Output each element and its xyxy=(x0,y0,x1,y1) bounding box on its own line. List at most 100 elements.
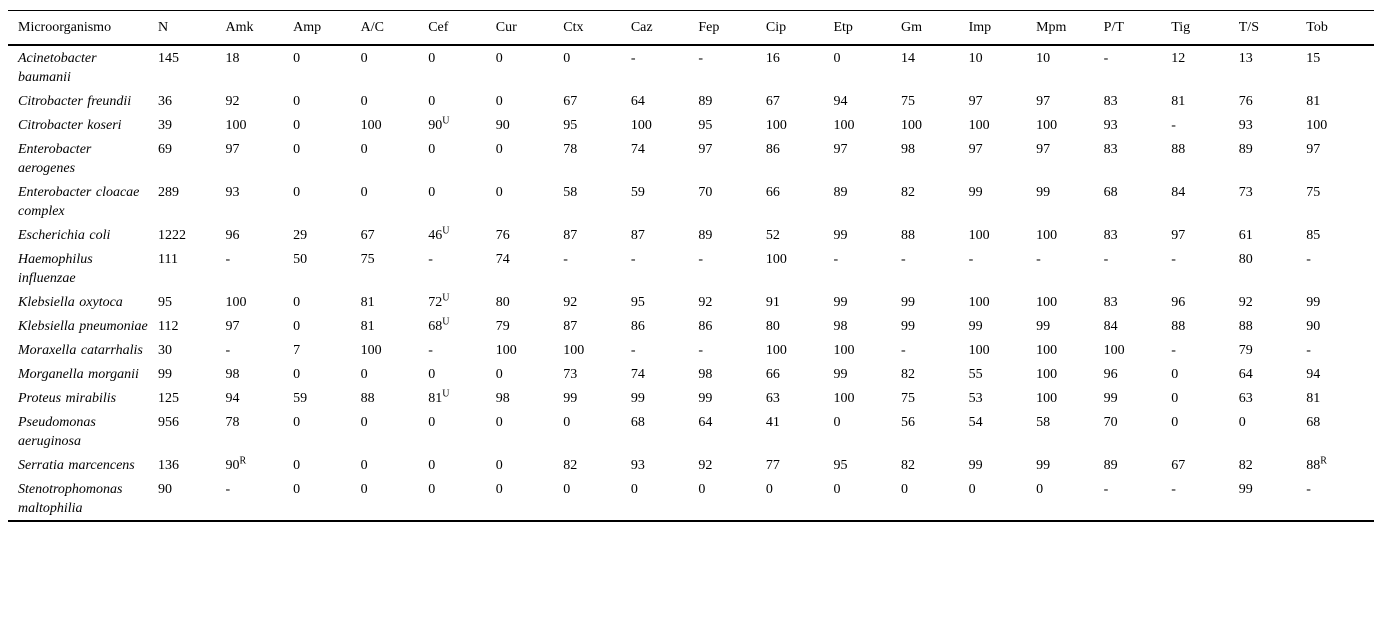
value-cell: - xyxy=(698,252,704,267)
value-cell: 81U xyxy=(428,388,450,406)
value-cell: 67 xyxy=(1171,458,1186,473)
value-cell: 79 xyxy=(495,319,510,334)
value-cell: 75 xyxy=(1306,185,1321,200)
value-cell: 63 xyxy=(1238,391,1253,406)
value-cell: 0 xyxy=(360,482,368,497)
column-header: Fep xyxy=(698,10,766,46)
value-cell: 79 xyxy=(1238,343,1253,358)
value-cell: 0 xyxy=(293,295,301,310)
value-cell: 0 xyxy=(495,367,503,382)
value-cell: - xyxy=(630,343,636,358)
value-cell: - xyxy=(1171,482,1176,497)
value-cell: 90U xyxy=(428,115,450,133)
value-cell: 95 xyxy=(158,295,172,310)
value-cell: 100 xyxy=(968,295,990,310)
value-cell: 99 xyxy=(630,391,645,406)
organism-name-cell: Stenotrophomonas maltophilia xyxy=(18,482,123,516)
cell-superscript: U xyxy=(442,115,450,127)
column-header-organism: Microorganismo xyxy=(8,10,158,46)
value-cell: 1222 xyxy=(158,228,186,243)
value-cell: 0 xyxy=(293,415,301,430)
value-cell: 90 xyxy=(1306,319,1321,334)
value-cell: 0 xyxy=(360,51,368,66)
table-row: Citrobacter freundii 36 92 0 0 0 0 67 64 89 67 94 75… xyxy=(8,89,1374,113)
value-cell: 96 xyxy=(225,228,240,243)
value-cell: 0 xyxy=(428,482,436,497)
value-cell: 100 xyxy=(833,391,855,406)
value-cell: 100 xyxy=(901,118,923,133)
value-cell: 81 xyxy=(1306,94,1321,109)
organism-name-cell: Acinetobacter baumanii xyxy=(18,51,97,85)
value-cell: 82 xyxy=(1238,458,1253,473)
value-cell: 0 xyxy=(1171,415,1179,430)
value-cell: - xyxy=(698,343,704,358)
value-cell: 136 xyxy=(158,458,179,473)
value-cell: 0 xyxy=(360,142,368,157)
value-cell: 92 xyxy=(698,295,713,310)
value-cell: 73 xyxy=(1238,185,1253,200)
value-cell: 0 xyxy=(495,185,503,200)
value-cell: 956 xyxy=(158,415,179,430)
value-cell: - xyxy=(1171,118,1176,133)
value-cell: - xyxy=(428,252,433,267)
value-cell: 90R xyxy=(225,455,247,473)
value-cell: 29 xyxy=(293,228,308,243)
value-cell: 0 xyxy=(428,458,436,473)
value-cell: 92 xyxy=(698,458,713,473)
value-cell: 91 xyxy=(765,295,780,310)
value-cell: 125 xyxy=(158,391,179,406)
value-cell: 88 xyxy=(1171,319,1186,334)
value-cell: 89 xyxy=(698,94,713,109)
value-cell: 89 xyxy=(1103,458,1118,473)
table-row: Acinetobacter baumanii 145 18 0 0 0 0 0 - - 16 0 14 1… xyxy=(8,45,1374,89)
value-cell: 100 xyxy=(630,118,652,133)
value-cell: 100 xyxy=(765,118,787,133)
value-cell: 0 xyxy=(495,94,503,109)
value-cell: 0 xyxy=(428,94,436,109)
column-header: Tig xyxy=(1171,10,1239,46)
column-header: Caz xyxy=(630,10,699,46)
value-cell: 87 xyxy=(563,319,578,334)
value-cell: 0 xyxy=(495,415,503,430)
value-cell: 68 xyxy=(1306,415,1321,430)
column-header: Cef xyxy=(428,10,496,46)
value-cell: 99 xyxy=(901,295,916,310)
value-cell: 0 xyxy=(428,367,436,382)
value-cell: 97 xyxy=(225,142,240,157)
value-cell: 99 xyxy=(1238,482,1253,497)
value-cell: 0 xyxy=(360,367,368,382)
value-cell: 18 xyxy=(225,51,240,66)
value-cell: 66 xyxy=(765,367,780,382)
value-cell: 36 xyxy=(158,94,172,109)
column-header: Cip xyxy=(765,10,834,46)
value-cell: 87 xyxy=(563,228,578,243)
organism-name-cell: Haemophilus influenzae xyxy=(18,252,93,286)
value-cell: 0 xyxy=(428,185,436,200)
value-cell: 97 xyxy=(698,142,713,157)
organism-name-cell: Serratia marcencens xyxy=(18,458,135,473)
value-cell: 84 xyxy=(1103,319,1118,334)
value-cell: - xyxy=(1306,482,1311,497)
value-cell: 99 xyxy=(901,319,916,334)
organism-name-cell: Citrobacter freundii xyxy=(18,94,132,109)
value-cell: 64 xyxy=(1238,367,1253,382)
value-cell: 74 xyxy=(495,252,510,267)
value-cell: 97 xyxy=(968,94,983,109)
value-cell: - xyxy=(1103,252,1109,267)
value-cell: 88 xyxy=(901,228,916,243)
value-cell: 88R xyxy=(1306,455,1327,473)
value-cell: 75 xyxy=(901,94,916,109)
value-cell: 83 xyxy=(1103,94,1118,109)
value-cell: 0 xyxy=(765,482,773,497)
value-cell: 112 xyxy=(158,319,179,334)
value-cell: - xyxy=(225,482,231,497)
value-cell: 0 xyxy=(428,51,436,66)
value-cell: 99 xyxy=(698,391,713,406)
value-cell: 73 xyxy=(563,367,578,382)
value-cell: 0 xyxy=(495,142,503,157)
value-cell: 100 xyxy=(360,343,382,358)
value-cell: 0 xyxy=(495,482,503,497)
table-row: Enterobacter cloacae complex 289 93 0 0 0 0 58 5… xyxy=(8,180,1374,223)
value-cell: 100 xyxy=(1036,391,1058,406)
value-cell: 50 xyxy=(293,252,308,267)
